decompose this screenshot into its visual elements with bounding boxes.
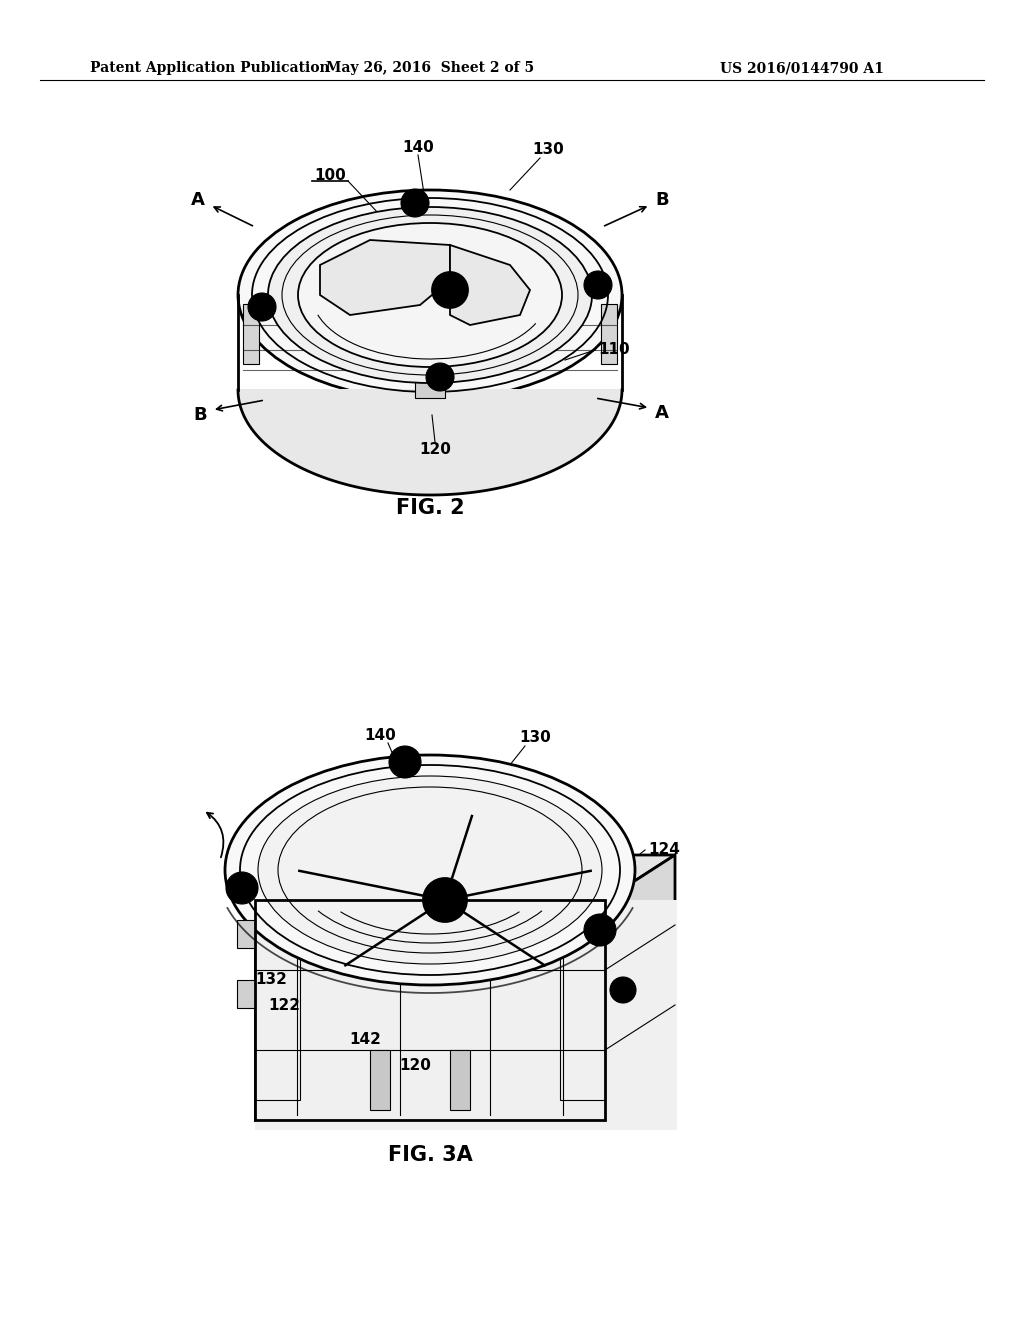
Bar (600, 304, 616, 364)
Circle shape (432, 272, 468, 308)
Ellipse shape (258, 776, 602, 964)
Circle shape (389, 746, 421, 777)
Bar (244, 304, 259, 364)
Text: May 26, 2016  Sheet 2 of 5: May 26, 2016 Sheet 2 of 5 (326, 61, 535, 75)
Text: 110: 110 (598, 342, 630, 358)
Text: 132: 132 (255, 973, 287, 987)
Text: Patent Application Publication: Patent Application Publication (90, 61, 330, 75)
Circle shape (248, 293, 276, 321)
Text: B: B (194, 407, 207, 424)
Text: US 2016/0144790 A1: US 2016/0144790 A1 (720, 61, 884, 75)
Polygon shape (319, 240, 450, 315)
Circle shape (584, 913, 616, 946)
Circle shape (610, 977, 636, 1003)
Ellipse shape (298, 223, 562, 367)
Circle shape (435, 890, 455, 909)
Bar (422, 310, 438, 371)
Text: 120: 120 (419, 442, 451, 458)
Polygon shape (450, 246, 530, 325)
Polygon shape (255, 1074, 675, 1119)
Text: 100: 100 (314, 168, 346, 182)
Text: 122: 122 (268, 998, 300, 1012)
Polygon shape (605, 855, 675, 1119)
Bar (237, 979, 255, 1008)
Bar (370, 1049, 390, 1110)
Text: 124: 124 (648, 842, 680, 858)
Text: 140: 140 (365, 727, 396, 742)
Circle shape (423, 878, 467, 921)
Text: 142: 142 (349, 1032, 381, 1048)
Bar (237, 920, 255, 948)
Circle shape (442, 282, 458, 298)
Bar (450, 1049, 470, 1110)
Ellipse shape (238, 190, 622, 400)
Text: 140: 140 (402, 140, 434, 154)
Bar (415, 378, 445, 399)
Bar (255, 900, 677, 1130)
Ellipse shape (268, 207, 592, 383)
Text: B: B (655, 191, 669, 209)
Circle shape (226, 873, 258, 904)
Polygon shape (238, 389, 622, 495)
Ellipse shape (225, 755, 635, 985)
Text: A: A (655, 404, 669, 422)
Circle shape (426, 363, 454, 391)
Text: A: A (191, 191, 205, 209)
Circle shape (401, 189, 429, 216)
Circle shape (584, 271, 612, 300)
Text: 130: 130 (532, 143, 564, 157)
Text: 120: 120 (399, 1057, 431, 1072)
Polygon shape (255, 900, 605, 1119)
Text: FIG. 3A: FIG. 3A (388, 1144, 472, 1166)
Text: 130: 130 (519, 730, 551, 746)
Polygon shape (255, 855, 675, 900)
Text: FIG. 2: FIG. 2 (395, 498, 464, 517)
